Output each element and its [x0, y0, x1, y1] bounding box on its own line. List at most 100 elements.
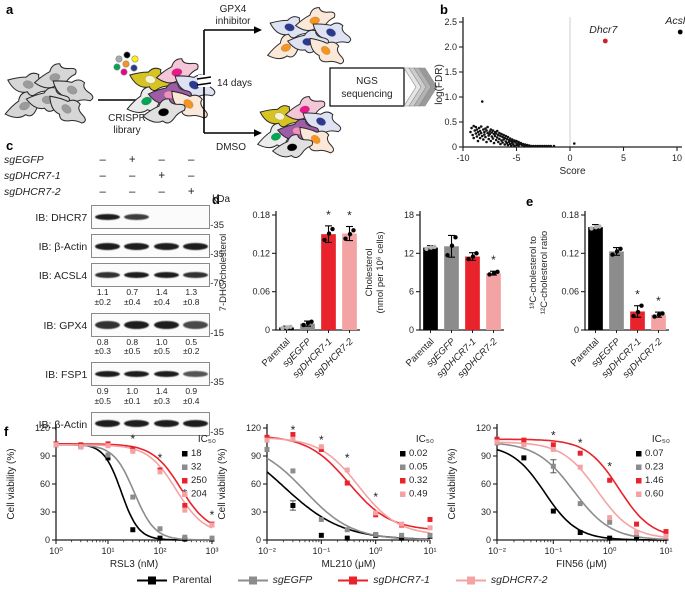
ic50-value: 0.23 — [645, 462, 664, 473]
gene-label: Dhcr7 — [589, 24, 618, 36]
library-particle — [122, 60, 130, 68]
quant-sd: ±0.4 — [183, 395, 200, 406]
blot-label: IB: β-Actin — [38, 241, 88, 253]
ic50-legend-title: IC₅₀ — [198, 434, 216, 445]
highlighted-point — [602, 38, 608, 44]
quant-mean: 1.4 — [155, 287, 168, 297]
cell-nucleus — [316, 117, 326, 126]
x-tick-label: -10 — [456, 153, 469, 163]
label: sequencing — [341, 89, 392, 100]
data-point — [550, 463, 556, 469]
protein-band — [153, 420, 179, 428]
band-quantification: 1.1 ±0.2 — [88, 287, 118, 308]
replicate-dot — [635, 309, 641, 315]
data-point — [500, 139, 503, 142]
data-point — [472, 136, 475, 140]
data-point — [344, 467, 350, 473]
y-tick-label: 60 — [40, 479, 50, 489]
significance-star: * — [326, 208, 331, 222]
data-point — [495, 136, 499, 139]
data-point — [505, 141, 509, 145]
data-point — [502, 133, 505, 137]
data-point — [499, 142, 502, 146]
data-point — [483, 133, 486, 136]
x-tick-label: 10² — [153, 546, 166, 556]
x-tick-label: 10⁰ — [369, 546, 383, 556]
data-point — [490, 131, 494, 134]
data-point — [477, 126, 481, 130]
data-point — [550, 446, 556, 452]
data-point — [504, 134, 508, 138]
dose-curve — [56, 444, 213, 529]
plus-minus-sign: + — [158, 170, 166, 182]
legend-swatch — [182, 464, 188, 470]
band-quantification: 0.9 ±0.4 — [177, 386, 207, 407]
y-axis-label: ¹²C-cholesterol ratio — [539, 231, 550, 314]
data-point — [477, 133, 481, 136]
kda-unit-label: kDa — [212, 194, 231, 205]
quantification-row: 1.1 ±0.2 0.7 ±0.4 1.4 ±0.4 1.3 ±0.8 — [4, 287, 240, 308]
data-point — [519, 141, 523, 145]
x-tick-label: 10⁻¹ — [544, 546, 562, 556]
bar — [321, 234, 336, 330]
label: NGS — [356, 76, 378, 87]
molecular-weight: -15 — [210, 315, 240, 339]
replicate-dot — [326, 231, 332, 236]
protein-band — [94, 420, 120, 428]
y-tick-label: 90 — [481, 451, 491, 461]
data-point — [663, 529, 669, 535]
data-point — [472, 124, 475, 128]
ngs-chevron — [418, 67, 438, 107]
blot-label: IB: DHCR7 — [35, 212, 88, 224]
data-point — [517, 140, 520, 144]
data-point — [264, 446, 270, 452]
significance-star: * — [319, 433, 324, 447]
data-point — [491, 137, 495, 140]
data-point — [545, 144, 548, 148]
panel-d-bar-charts: 00.060.120.187-DHC/cholesterolParentalsg… — [218, 208, 504, 380]
replicate-dot — [432, 244, 437, 250]
data-point — [469, 130, 472, 134]
y-tick-label: 0.18 — [561, 210, 579, 220]
guide-label: sgEGFP — [4, 154, 44, 166]
y-tick-label: 2.5 — [444, 17, 457, 27]
panel-label-c: c — [6, 138, 14, 153]
significance-star: * — [347, 209, 352, 223]
significance-star: * — [130, 432, 135, 446]
data-point — [487, 137, 490, 141]
data-point — [536, 144, 540, 148]
plus-minus-sign: + — [128, 154, 136, 166]
data-point — [494, 138, 498, 142]
panel-e-bar-chart: 0 0.06 0.12 0.18 ¹³C-cholesterol to ¹²C-chole… — [528, 210, 669, 380]
y-tick-label: 0.12 — [252, 248, 270, 258]
legend-square — [248, 576, 257, 584]
bar — [342, 233, 357, 330]
significance-star: * — [551, 428, 556, 442]
data-point — [509, 144, 513, 147]
data-point — [607, 515, 613, 521]
y-axis-label: Cell viability (%) — [6, 448, 17, 519]
legend-label: sgDHCR7-1 — [373, 574, 430, 586]
data-point — [209, 522, 215, 528]
cell-nucleus — [188, 80, 200, 90]
cell-nucleus — [311, 135, 321, 144]
data-point — [399, 535, 405, 541]
data-point — [508, 137, 512, 140]
legend-item: Parental — [137, 574, 212, 586]
cell-nucleus — [326, 28, 336, 37]
protein-band — [183, 272, 209, 278]
y-tick-label: 120 — [476, 423, 491, 433]
data-point — [607, 519, 613, 525]
data-point — [264, 434, 270, 440]
label: CRISPR — [108, 113, 146, 124]
replicate-dot — [618, 246, 623, 252]
data-point — [105, 443, 111, 449]
x-tick-label: 10 — [672, 153, 682, 163]
cell-nucleus — [274, 112, 285, 121]
protein-band — [124, 272, 150, 278]
replicate-dot — [589, 226, 594, 231]
replicate-dot — [330, 226, 335, 232]
band-quantification: 0.9 ±0.5 — [88, 386, 118, 407]
data-point — [550, 442, 556, 448]
quant-mean: 0.7 — [126, 287, 139, 297]
